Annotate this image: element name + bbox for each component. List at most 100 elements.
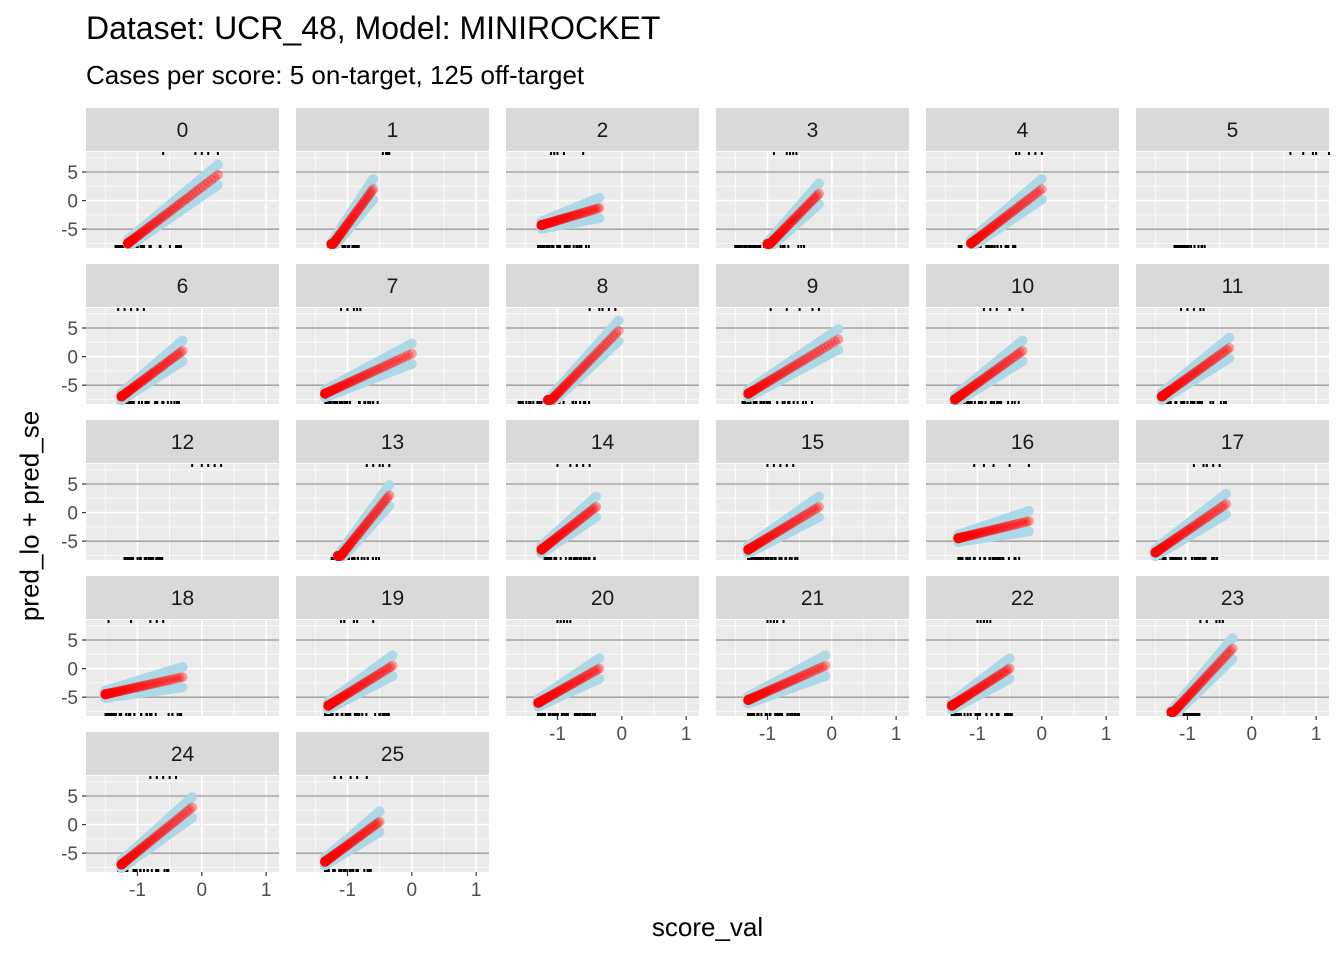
facet-panel-21: 21 [716, 576, 909, 716]
rug-mark-off-target [581, 713, 584, 716]
interval-point [820, 650, 831, 661]
prediction-point [974, 232, 985, 243]
prediction-point [212, 169, 223, 180]
rug-mark-off-target [117, 245, 120, 248]
prediction-point [580, 207, 591, 218]
prediction-point [130, 381, 141, 392]
prediction-point [162, 356, 173, 367]
prediction-point [551, 215, 562, 226]
rug-mark-off-target [357, 245, 360, 248]
prediction-point [123, 237, 134, 248]
prediction-point [547, 216, 558, 227]
rug-mark-off-target [587, 245, 590, 248]
rug-mark-on-target [340, 620, 343, 623]
prediction-point [129, 381, 140, 392]
prediction-point [537, 219, 548, 230]
prediction-point [358, 370, 369, 381]
rug-mark-off-target [563, 245, 566, 248]
prediction-point [365, 188, 376, 199]
prediction-point [762, 239, 773, 249]
prediction-point [130, 232, 141, 243]
rug-mark-on-target [1311, 152, 1314, 155]
rug-mark-off-target [341, 713, 344, 716]
rug-mark-off-target [580, 245, 583, 248]
rug-mark-off-target [992, 557, 995, 560]
prediction-point [356, 371, 367, 382]
rug-mark-off-target [568, 557, 571, 560]
facet-strip [86, 264, 279, 307]
rug-mark-off-target [752, 401, 755, 404]
chart-title: Dataset: UCR_48, Model: MINIROCKET [86, 10, 661, 46]
prediction-point [131, 380, 142, 391]
prediction-point [783, 220, 794, 231]
rug-mark-off-target [333, 401, 336, 404]
rug-mark-off-target [968, 557, 971, 560]
prediction-point [368, 184, 379, 195]
rug-mark-off-target [561, 713, 564, 716]
prediction-point [1008, 205, 1019, 216]
prediction-point [820, 660, 831, 671]
rug-mark-off-target [356, 557, 359, 560]
prediction-point [168, 352, 179, 363]
prediction-point [326, 239, 337, 249]
prediction-point [331, 234, 342, 245]
prediction-point [347, 376, 358, 387]
prediction-point [333, 382, 344, 393]
prediction-point [332, 233, 343, 244]
prediction-point [325, 386, 336, 397]
facet-label: 16 [1011, 431, 1034, 454]
rug-mark-off-target [762, 557, 765, 560]
prediction-point [177, 196, 188, 207]
rug-mark-on-target [769, 620, 772, 623]
prediction-point [991, 218, 1002, 229]
prediction-point [327, 239, 338, 249]
prediction-point [334, 382, 345, 393]
rug-mark-off-target [1001, 557, 1004, 560]
facet-panel-7: 7 [296, 264, 489, 404]
prediction-point [177, 345, 188, 356]
prediction-point [548, 216, 559, 227]
facet-strip [716, 108, 909, 151]
rug-mark-off-target [352, 245, 355, 248]
prediction-point [542, 395, 553, 405]
rug-mark-off-target [1193, 557, 1196, 560]
rug-mark-off-target [990, 245, 993, 248]
rug-mark-off-target [542, 713, 545, 716]
prediction-point [139, 374, 150, 385]
prediction-point [996, 215, 1007, 226]
prediction-point [1001, 211, 1012, 222]
prediction-point [972, 233, 983, 244]
interval-point [406, 359, 417, 369]
rug-mark-on-target [1192, 308, 1195, 311]
prediction-point [546, 217, 557, 228]
prediction-point [177, 672, 188, 683]
interval-point [594, 192, 605, 203]
prediction-point [354, 372, 365, 383]
rug-mark-off-target [142, 245, 145, 248]
rug-mark-off-target [542, 245, 545, 248]
prediction-point [123, 386, 134, 397]
prediction-point [798, 204, 809, 215]
prediction-point [343, 218, 354, 229]
rug-mark-on-target [385, 152, 388, 155]
rug-mark-off-target [758, 245, 761, 248]
rug-mark-off-target [1000, 245, 1003, 248]
prediction-point [118, 389, 129, 400]
rug-mark-off-target [555, 557, 558, 560]
facet-panel-3: 3 [716, 108, 909, 249]
rug-mark-off-target [158, 245, 161, 248]
facet-strip [296, 264, 489, 307]
rug-mark-on-target [372, 620, 375, 623]
y-tick-label: 0 [67, 348, 78, 369]
prediction-point [329, 237, 340, 248]
rug-mark-off-target [570, 557, 573, 560]
rug-mark-off-target [532, 401, 535, 404]
prediction-point [127, 383, 138, 394]
rug-mark-on-target [1034, 152, 1037, 155]
prediction-point [970, 234, 981, 245]
prediction-point [346, 214, 357, 225]
y-tick-label: -5 [61, 376, 78, 397]
rug-mark-off-target [137, 401, 140, 404]
prediction-point [344, 216, 355, 227]
rug-mark-off-target [979, 557, 982, 560]
